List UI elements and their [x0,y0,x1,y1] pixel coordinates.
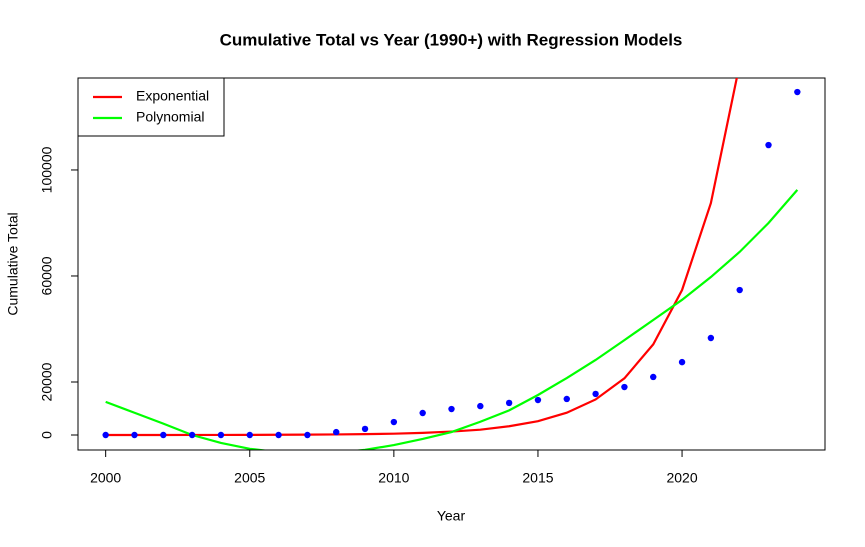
y-tick-label: 0 [39,431,55,439]
data-point [592,390,599,398]
plot-area [102,78,801,450]
regression-line [105,78,738,437]
x-axis-label: Year [437,508,466,524]
data-point [419,409,426,417]
legend-box [77,77,225,137]
x-tick-label: 2005 [234,470,265,486]
legend-label: Exponential [136,88,209,104]
x-tick-label: 2000 [90,470,121,486]
data-point [650,373,657,381]
data-point [448,405,455,413]
data-point [275,431,282,439]
data-point [217,431,225,439]
y-tick-label: 100000 [39,146,55,193]
data-point [390,418,398,426]
data-point [563,395,570,403]
regression-line [105,189,799,450]
data-point [304,431,311,439]
data-point [361,425,369,433]
data-point [102,431,109,439]
data-point [621,383,628,391]
y-tick-label: 20000 [39,362,55,401]
data-point [505,399,513,407]
data-point [131,431,138,439]
y-tick-label: 60000 [39,256,55,295]
data-point [765,141,772,149]
data-point [794,88,801,96]
x-tick-label: 2020 [666,470,697,486]
data-point [246,431,253,439]
data-point [736,286,743,294]
data-point [188,431,196,439]
data-point [333,428,340,436]
data-point [678,358,686,366]
x-tick-label: 2010 [378,470,409,486]
chart-title: Cumulative Total vs Year (1990+) with Re… [220,30,683,49]
data-point [534,396,542,404]
data-point [160,431,167,439]
legend-label: Polynomial [136,109,204,125]
y-axis-label: Cumulative Total [5,212,21,315]
data-point [477,402,484,410]
data-point [707,334,715,342]
x-tick-label: 2015 [522,470,553,486]
